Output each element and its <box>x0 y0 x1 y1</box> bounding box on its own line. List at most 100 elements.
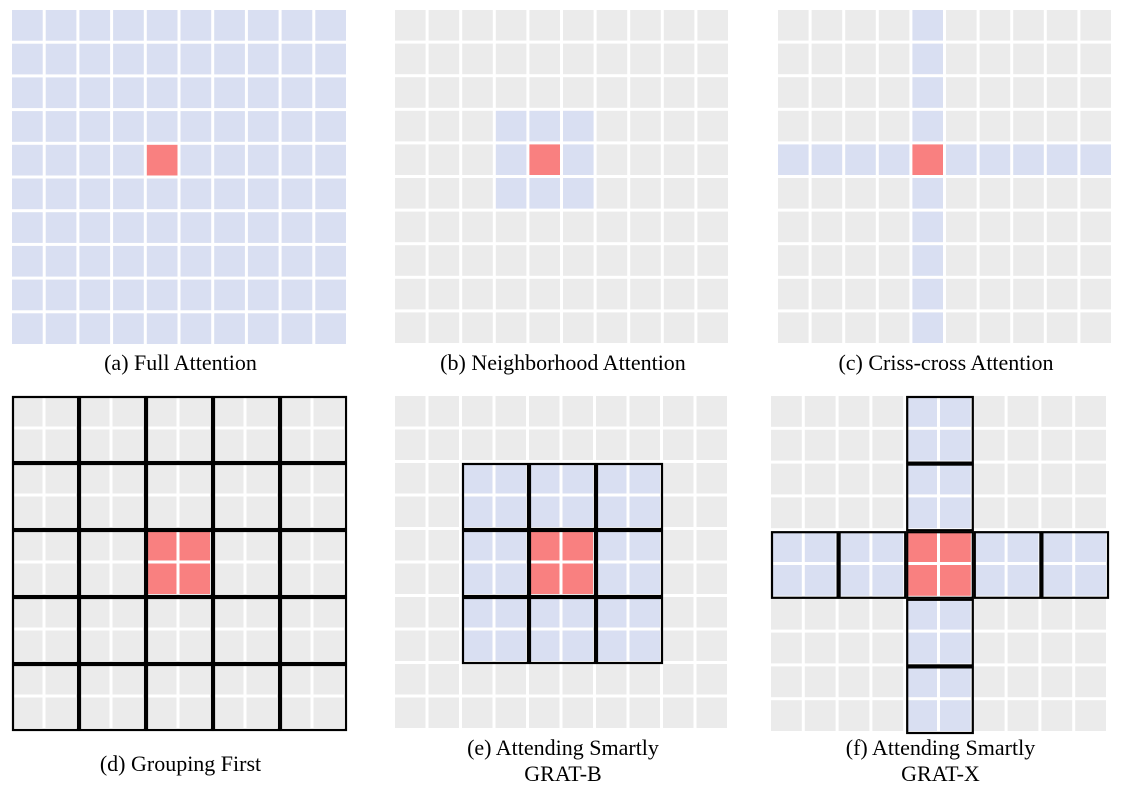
grid-cell <box>979 110 1011 142</box>
grid-cell <box>495 43 527 75</box>
grid-cell <box>1013 278 1044 310</box>
grid-cell <box>973 666 1005 698</box>
query-cell <box>146 530 177 561</box>
attended-cell <box>247 144 279 176</box>
grid-cell <box>663 563 694 594</box>
grid-cell <box>428 496 459 527</box>
attended-cell <box>12 10 43 41</box>
grid-cell <box>395 396 426 427</box>
grid-cell <box>1046 43 1078 75</box>
grid-cell <box>1080 245 1111 276</box>
grid-cell <box>838 598 870 630</box>
grid-cell <box>529 697 560 728</box>
grid-cell <box>395 10 426 41</box>
query-cell <box>179 530 210 561</box>
attended-cell <box>45 111 77 142</box>
attended-cell <box>940 666 971 698</box>
grid-cell <box>45 530 76 561</box>
attended-cell <box>872 531 904 562</box>
attended-cell <box>1041 565 1073 596</box>
grid-cell <box>395 597 426 628</box>
attended-cell <box>912 178 943 209</box>
grid-cell <box>395 312 426 343</box>
grid-cell <box>428 396 459 427</box>
attended-cell <box>214 245 245 277</box>
grid-cell <box>179 496 210 527</box>
grid-cell <box>213 530 244 561</box>
attended-cell <box>315 178 346 210</box>
attended-cell <box>214 10 245 41</box>
grid-cell <box>462 144 493 175</box>
attended-cell <box>45 178 77 210</box>
grid-cell <box>845 245 876 276</box>
grid-cell <box>845 178 876 209</box>
grid-cell <box>663 630 694 661</box>
attended-cell <box>247 279 279 311</box>
grid-cell <box>246 597 277 628</box>
attended-cell <box>529 110 560 142</box>
grid-cell <box>12 496 43 527</box>
grid-cell <box>495 10 527 41</box>
grid-cell <box>1046 10 1078 41</box>
attended-cell <box>113 279 144 311</box>
grid-cell <box>213 664 244 695</box>
grid-cell <box>663 278 695 310</box>
grid-cell <box>811 10 843 41</box>
grid-cell <box>630 43 661 75</box>
attended-cell <box>1007 531 1039 562</box>
group-border <box>145 663 214 732</box>
grid-cell <box>179 697 210 728</box>
attended-cell <box>281 178 313 210</box>
caption-c: (c) Criss-cross Attention <box>838 350 1054 375</box>
grid-cell <box>280 530 311 561</box>
grid-cell <box>563 10 594 41</box>
grid-cell <box>596 245 628 276</box>
attended-cell <box>113 144 144 176</box>
grid-cell <box>696 496 727 527</box>
grid-cell <box>395 278 426 310</box>
grid-cell <box>428 77 460 108</box>
attended-cell <box>495 178 527 209</box>
grid-cell <box>845 110 876 142</box>
attended-cell <box>113 111 144 142</box>
panel-b <box>395 10 728 343</box>
grid-cell <box>696 563 727 594</box>
grid-cell <box>428 429 459 460</box>
grid-cell <box>973 598 1005 630</box>
grid-cell <box>495 211 527 243</box>
grid-cell <box>213 697 244 728</box>
grid-cell <box>663 312 695 343</box>
grid-cell <box>872 598 904 630</box>
attended-cell <box>462 463 493 494</box>
group-border <box>595 529 664 598</box>
grid-cell <box>428 245 460 276</box>
attended-cell <box>281 313 313 344</box>
attended-cell <box>214 279 245 311</box>
grid-cell <box>1080 312 1111 343</box>
grid-cell <box>246 630 277 661</box>
attended-cell <box>247 10 279 41</box>
attended-cell <box>462 597 493 628</box>
grid-cell <box>771 598 802 630</box>
grid-cell <box>1046 77 1078 108</box>
grid-cell <box>696 429 727 460</box>
attended-cell <box>462 530 493 561</box>
attended-cell <box>940 632 971 664</box>
grid-cell <box>663 211 695 243</box>
grid-cell <box>529 10 560 41</box>
attended-cell <box>811 144 843 175</box>
grid-cell <box>395 211 426 243</box>
grid-cell <box>428 178 460 209</box>
grid-cell <box>697 77 728 108</box>
grid-cell <box>872 700 904 731</box>
attended-cell <box>12 212 43 243</box>
grid-cell <box>462 10 493 41</box>
grid-cell <box>596 278 628 310</box>
attended-cell <box>596 563 627 594</box>
grid-cell <box>596 312 628 343</box>
grid-cell <box>778 245 809 276</box>
grid-cell <box>596 144 628 175</box>
grid-cell <box>280 597 311 628</box>
attended-cell <box>629 463 660 494</box>
grid-cell <box>112 563 143 594</box>
